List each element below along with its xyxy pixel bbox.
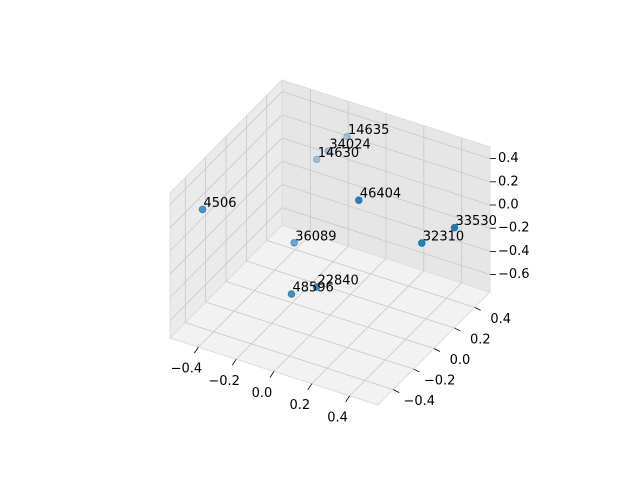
z-tick-label: 0.4: [498, 151, 519, 166]
grid-line: [235, 101, 349, 360]
grid-line: [205, 157, 414, 370]
z-tick-label: −0.2: [498, 221, 530, 236]
grid-line: [169, 114, 491, 229]
point-label: 36089: [295, 229, 336, 244]
grid-line: [245, 115, 455, 329]
z-tick-label: 0.2: [498, 174, 519, 189]
tick-mark: [413, 368, 420, 373]
x-tick-label: 0.4: [327, 410, 348, 425]
z-tick-label: −0.6: [498, 267, 530, 282]
grid-line: [169, 137, 491, 252]
point: [198, 205, 207, 214]
x-tick-label: 0.0: [252, 386, 273, 401]
point-label: 14630: [318, 146, 359, 161]
point-label: 48596: [292, 281, 333, 296]
point-label: 14635: [348, 123, 389, 138]
y-tick-label: 0.2: [470, 332, 491, 347]
tick-mark: [474, 307, 481, 311]
point: [312, 283, 321, 291]
grid-line: [273, 113, 387, 372]
grid-line: [311, 125, 425, 384]
point-label: 33530: [456, 214, 497, 229]
x-tick-label: −0.4: [171, 362, 203, 377]
z-tick-label: 0.0: [498, 198, 519, 213]
point: [324, 147, 333, 155]
grid-line: [169, 160, 491, 275]
tick-mark: [307, 383, 313, 390]
grid-line: [349, 137, 463, 397]
x-tick-label: 0.2: [289, 398, 310, 413]
tick-mark: [454, 327, 461, 332]
tick-mark: [345, 395, 350, 403]
point-label: 4506: [203, 196, 236, 211]
point-label: 46404: [360, 187, 401, 202]
grid-line: [169, 183, 491, 298]
point: [355, 196, 363, 204]
tick-mark: [194, 346, 199, 354]
tick-mark: [231, 359, 237, 366]
x-tick-label: −0.2: [208, 374, 240, 389]
point-label: 32310: [423, 230, 464, 245]
point-label: 34024: [329, 137, 370, 152]
grid-line: [169, 91, 491, 205]
point: [287, 290, 296, 298]
point: [417, 239, 426, 247]
point-label: 22840: [317, 274, 358, 289]
y-tick-label: 0.4: [490, 312, 511, 327]
grid-line: [225, 136, 435, 349]
point: [312, 155, 321, 164]
y-tick-label: 0.0: [450, 353, 471, 368]
grid-line: [169, 207, 491, 321]
point: [450, 223, 459, 232]
z-tick-label: −0.4: [498, 244, 530, 259]
grid-line: [184, 177, 394, 390]
tick-mark: [393, 389, 400, 393]
point: [343, 132, 351, 141]
point: [290, 238, 299, 247]
grid-line: [198, 89, 311, 348]
tick-mark: [433, 348, 441, 352]
y-tick-label: −0.4: [403, 394, 435, 409]
tick-mark: [269, 371, 275, 378]
y-tick-label: −0.2: [424, 374, 456, 389]
grid-line: [266, 95, 475, 308]
